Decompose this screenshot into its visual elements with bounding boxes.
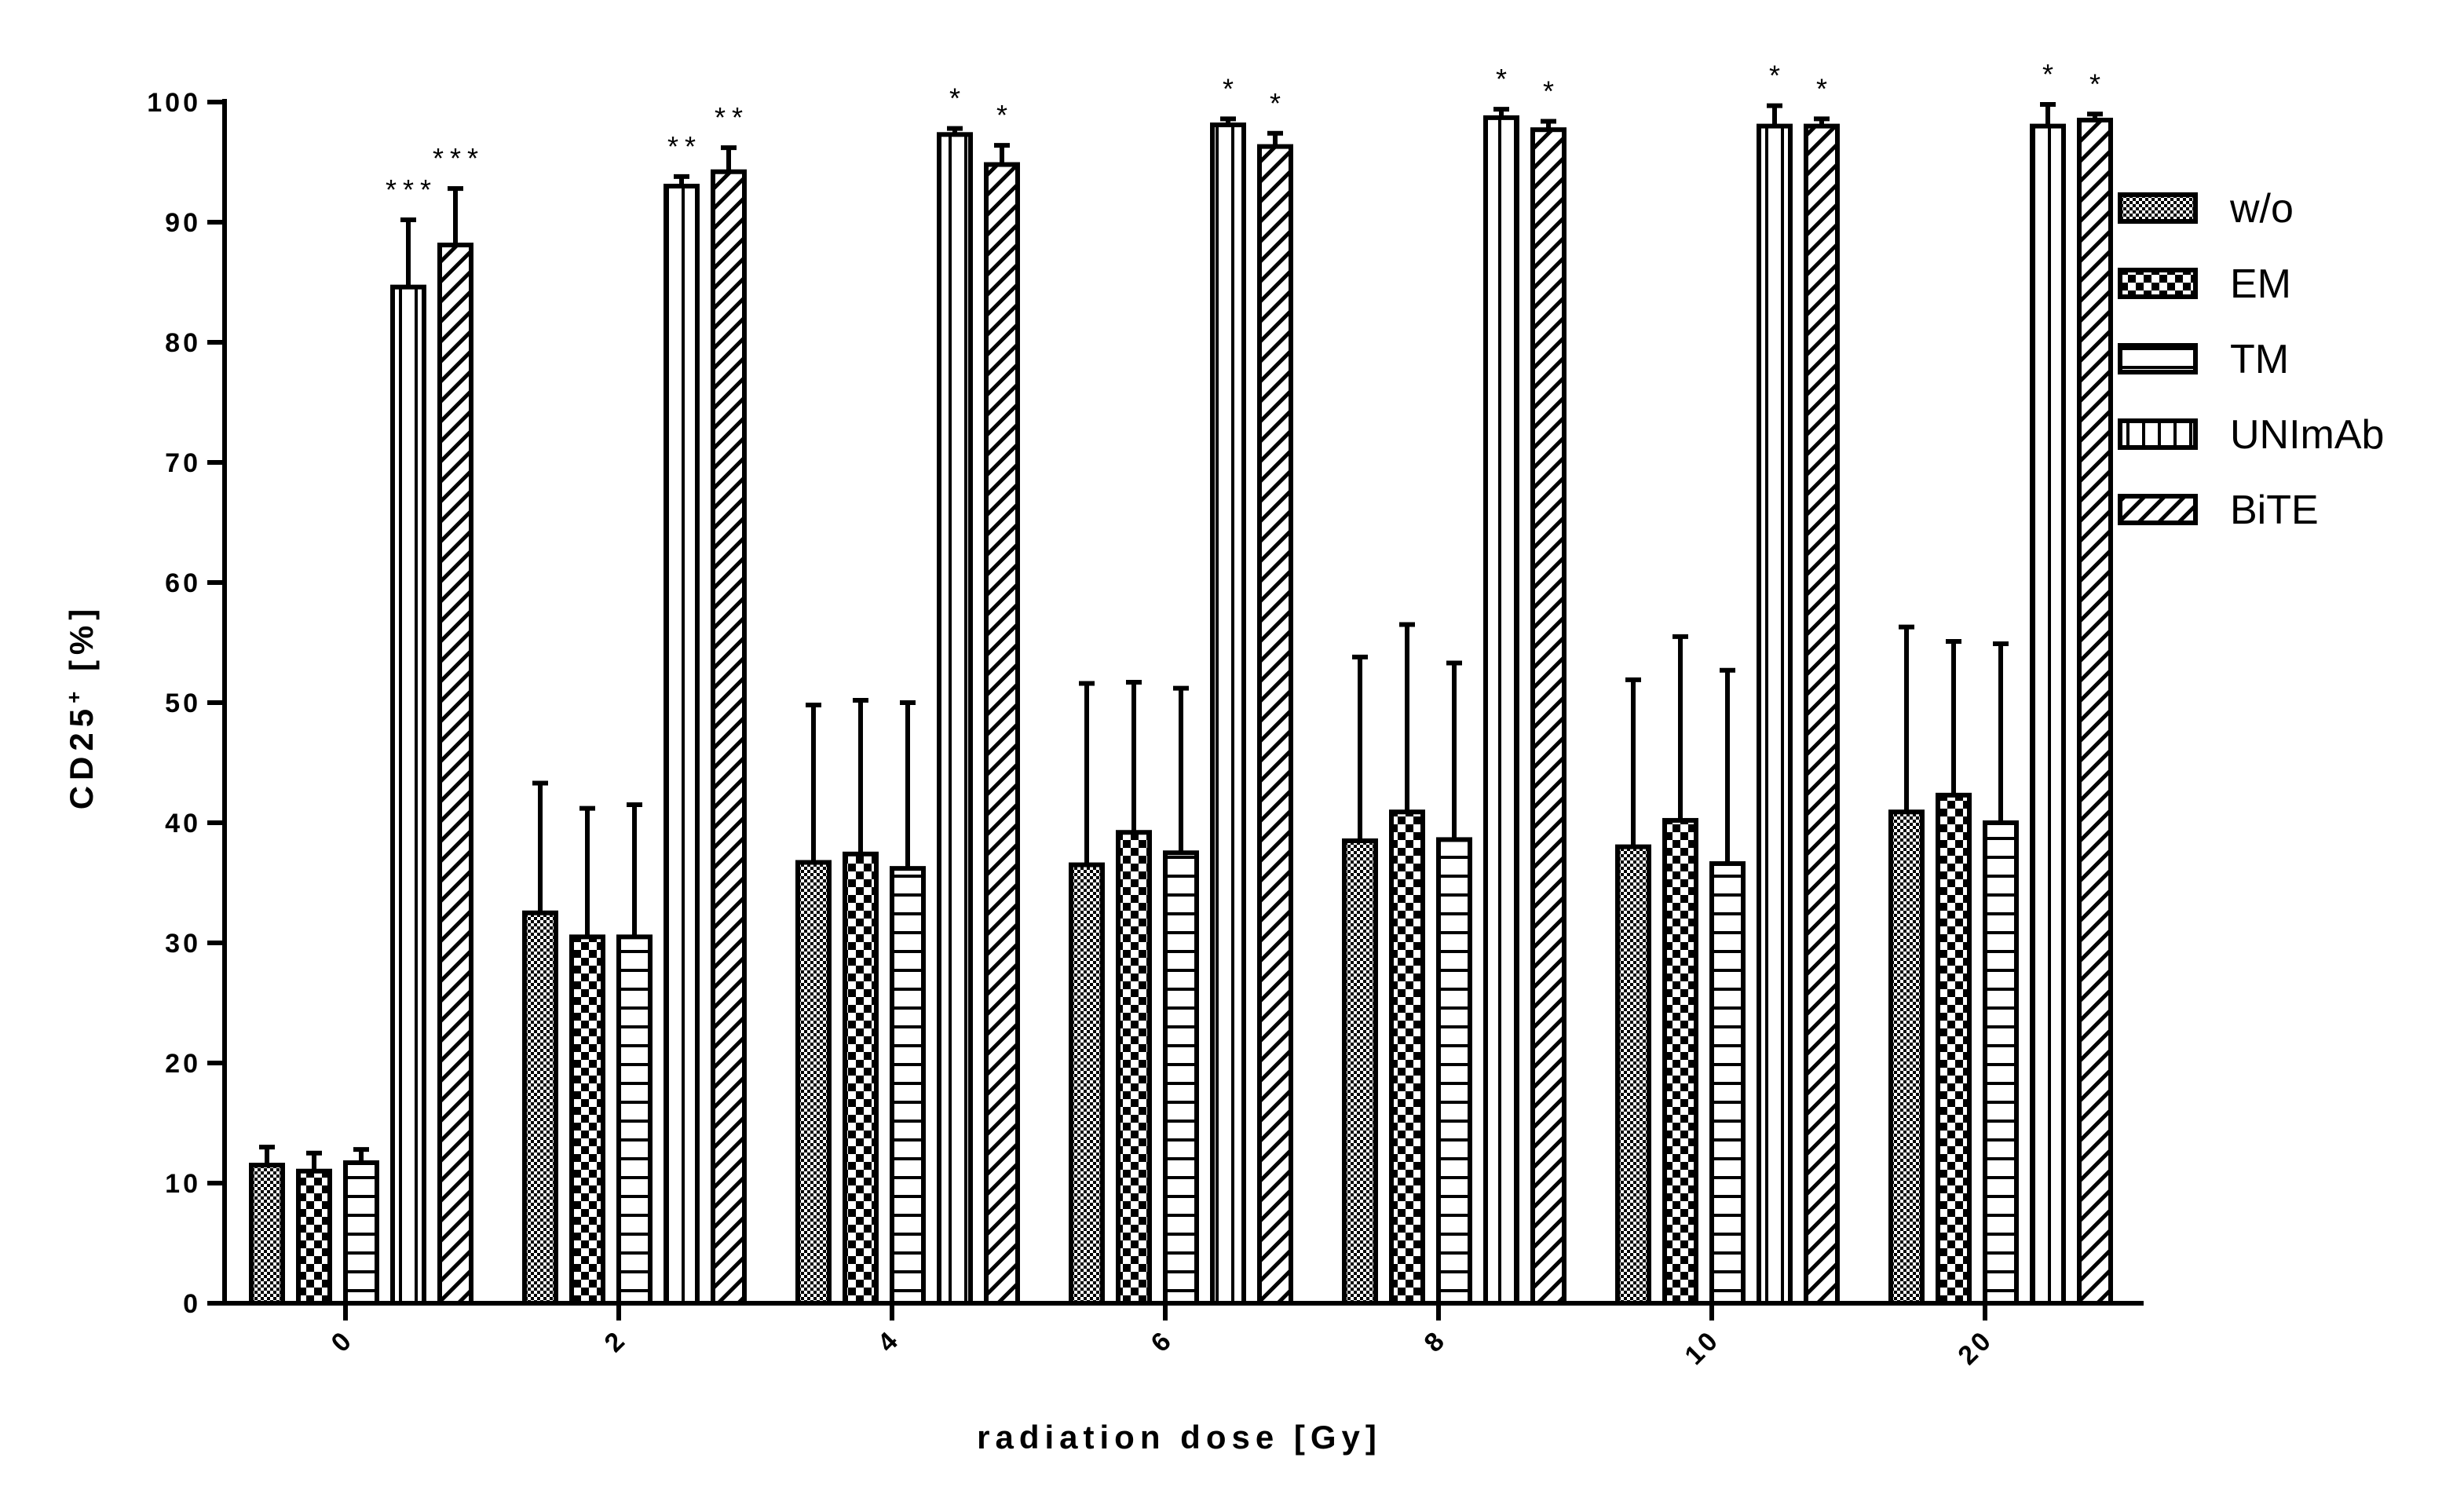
bar xyxy=(1983,820,2019,1306)
bar xyxy=(1530,127,1567,1306)
x-tick-label: 20 xyxy=(1952,1324,1998,1371)
bar xyxy=(1257,144,1293,1306)
y-axis-title-superscript: + xyxy=(62,686,86,703)
significance-marker: ** xyxy=(715,101,749,133)
y-axis-title: CD25+ [%] xyxy=(62,604,100,810)
significance-marker: *** xyxy=(386,174,437,206)
significance-marker: * xyxy=(1223,72,1240,104)
legend-label: EM xyxy=(2230,261,2291,307)
bars: ****** * * * ****** * * * * * xyxy=(249,58,2113,1306)
bar xyxy=(1436,837,1472,1306)
bar xyxy=(1936,792,1972,1306)
bar xyxy=(1342,838,1378,1306)
y-tick-label: 60 xyxy=(165,568,201,598)
significance-marker: * xyxy=(2042,58,2060,90)
y-tick-label: 50 xyxy=(165,689,201,718)
bar xyxy=(795,860,832,1306)
y-tick-label: 10 xyxy=(165,1169,201,1199)
x-tick-label: 10 xyxy=(1679,1324,1725,1371)
bar xyxy=(437,243,473,1306)
significance-marker: * xyxy=(1270,87,1287,119)
bar xyxy=(711,169,747,1306)
y-axis-title-unit: [%] xyxy=(63,604,100,686)
bar xyxy=(1210,122,1246,1306)
legend-swatch xyxy=(2118,343,2198,374)
bar xyxy=(1615,844,1651,1306)
bar xyxy=(984,162,1020,1306)
x-axis-title: radiation dose [Gy] xyxy=(977,1419,1382,1456)
legend-label: BiTE xyxy=(2230,488,2319,533)
y-axis-title-main: CD25 xyxy=(63,703,100,809)
x-tick-label: 6 xyxy=(1146,1324,1179,1358)
bar xyxy=(296,1168,332,1306)
y-tick-label: 40 xyxy=(165,809,201,838)
bar xyxy=(1888,809,1925,1306)
x-tick-label: 4 xyxy=(872,1324,906,1358)
bar xyxy=(843,851,879,1306)
bar xyxy=(890,866,926,1306)
significance-marker: * xyxy=(1496,63,1513,95)
legend-swatch xyxy=(2118,268,2198,299)
significance-marker: ** xyxy=(667,130,702,163)
bar xyxy=(1163,850,1199,1306)
bar xyxy=(664,184,700,1306)
bar xyxy=(569,934,605,1306)
x-tick-label: 0 xyxy=(326,1324,360,1358)
y-tick-label: 30 xyxy=(165,929,201,959)
bar xyxy=(1389,809,1425,1306)
y-tick-label: 70 xyxy=(165,448,201,478)
bar xyxy=(937,132,973,1306)
bar xyxy=(1804,123,1840,1306)
significance-marker: * xyxy=(1816,72,1833,104)
significance-marker: *** xyxy=(433,142,484,174)
x-tick-label: 8 xyxy=(1419,1324,1453,1358)
significance-marker: * xyxy=(1769,60,1786,92)
bar xyxy=(616,934,653,1306)
legend: w/o EM TM UNImAb BiTE xyxy=(2118,186,2384,533)
legend-swatch xyxy=(2118,418,2198,450)
significance-marker: * xyxy=(2089,68,2107,100)
bar xyxy=(522,910,558,1306)
bar xyxy=(390,284,426,1306)
bar xyxy=(249,1163,285,1306)
significance-marker: * xyxy=(996,99,1014,131)
legend-swatch xyxy=(2118,192,2198,224)
significance-marker: * xyxy=(949,82,967,115)
bar xyxy=(1709,861,1746,1306)
significance-marker: * xyxy=(1543,75,1560,107)
bar xyxy=(1116,830,1152,1306)
bar xyxy=(343,1160,379,1306)
legend-swatch xyxy=(2118,494,2198,525)
legend-label: UNImAb xyxy=(2230,412,2384,458)
y-tick-label: 80 xyxy=(165,328,201,358)
y-tick-label: 20 xyxy=(165,1049,201,1079)
bar xyxy=(1069,862,1105,1306)
y-tick-label: 90 xyxy=(165,208,201,238)
bar xyxy=(2077,117,2113,1306)
legend-label: TM xyxy=(2230,337,2289,382)
bar xyxy=(1662,817,1698,1306)
bar xyxy=(1483,115,1519,1306)
bar xyxy=(1757,123,1793,1306)
bar xyxy=(2030,123,2066,1306)
y-tick-label: 100 xyxy=(147,88,201,118)
x-tick-label: 2 xyxy=(599,1324,633,1358)
y-tick-label: 0 xyxy=(183,1289,201,1319)
legend-label: w/o xyxy=(2229,186,2294,232)
